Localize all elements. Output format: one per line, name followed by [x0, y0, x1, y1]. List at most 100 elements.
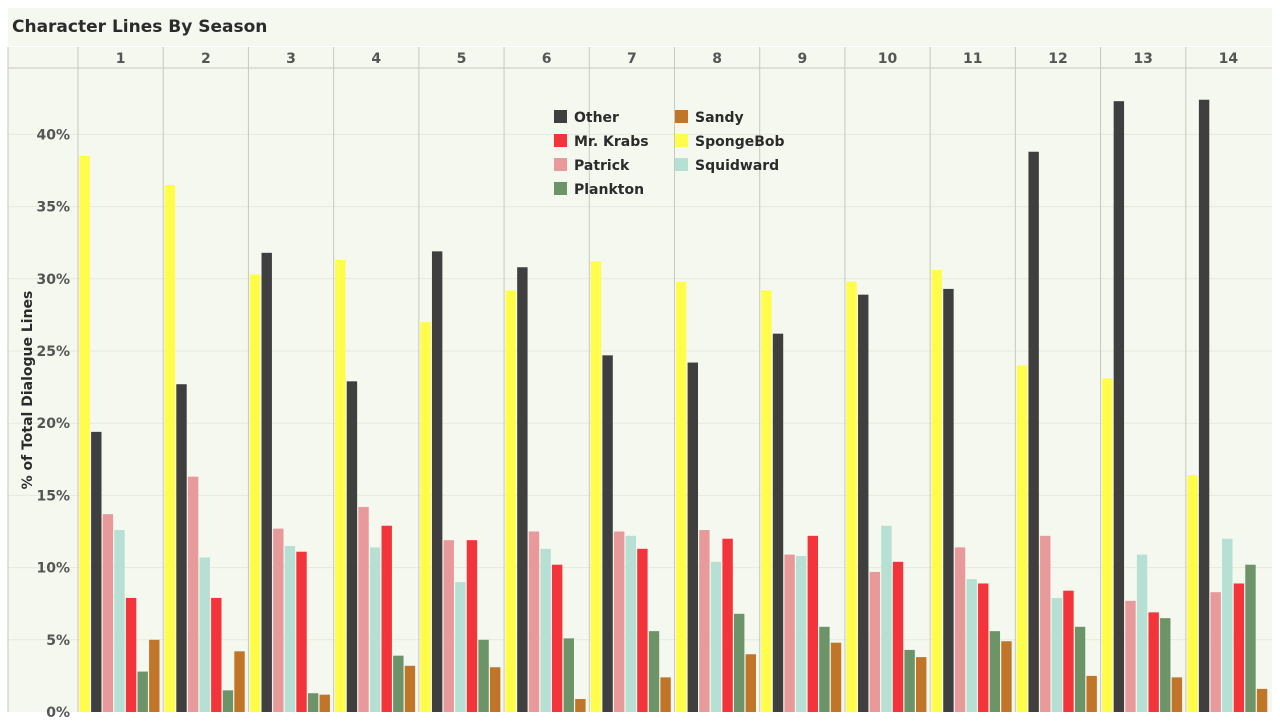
bar-sandy-season-14: [1256, 688, 1268, 712]
bar-sandy-season-11: [1001, 641, 1012, 712]
bar-squidward-season-5: [455, 582, 466, 712]
legend-label-mr-krabs: Mr. Krabs: [574, 134, 649, 150]
y-tick-label: 0%: [46, 705, 70, 720]
bar-sandy-season-13: [1171, 677, 1183, 712]
bar-mr-krabs-season-5: [466, 540, 478, 712]
y-tick-label: 15%: [36, 488, 70, 504]
bar-squidward-season-4: [369, 547, 381, 712]
bar-squidward-season-11: [966, 579, 977, 712]
bar-spongebob-season-9: [761, 290, 772, 712]
bar-other-season-2: [176, 384, 187, 712]
bar-spongebob-season-6: [505, 290, 516, 712]
bar-mr-krabs-season-7: [637, 548, 648, 712]
bar-patrick-season-12: [1040, 535, 1051, 712]
bar-squidward-season-10: [881, 525, 892, 712]
bar-patrick-season-3: [273, 528, 284, 712]
bar-other-season-7: [602, 355, 613, 712]
title-bar: [8, 8, 1272, 46]
bar-plankton-season-3: [307, 693, 319, 712]
bar-plankton-season-6: [563, 638, 574, 712]
bars: [79, 99, 1268, 713]
bar-other-season-9: [772, 333, 784, 712]
bar-squidward-season-6: [540, 548, 551, 712]
legend-swatch-plankton: [554, 182, 567, 195]
bar-spongebob-season-2: [164, 184, 176, 712]
season-label-3: 3: [286, 51, 296, 67]
bar-plankton-season-2: [222, 690, 234, 712]
bar-mr-krabs-season-10: [892, 561, 904, 712]
bar-other-season-3: [261, 252, 272, 712]
season-separators: [7, 47, 1272, 712]
y-tick-label: 5%: [46, 633, 70, 649]
bar-spongebob-season-11: [931, 270, 943, 712]
bar-other-season-1: [91, 431, 102, 712]
bar-mr-krabs-season-2: [211, 597, 222, 712]
bar-mr-krabs-season-1: [125, 597, 137, 712]
bar-plankton-season-4: [393, 655, 404, 712]
legend-swatch-mr-krabs: [554, 134, 567, 147]
bar-patrick-season-4: [358, 506, 369, 712]
bar-patrick-season-13: [1125, 600, 1136, 712]
y-tick-label: 10%: [36, 561, 70, 577]
bar-patrick-season-1: [102, 514, 114, 712]
y-axis-title: % of Total Dialogue Lines: [20, 291, 36, 490]
bar-plankton-season-10: [904, 649, 915, 712]
season-label-6: 6: [542, 51, 552, 67]
bar-squidward-season-2: [199, 557, 210, 712]
bar-patrick-season-10: [869, 571, 881, 712]
bar-patrick-season-14: [1210, 592, 1221, 712]
bar-mr-krabs-season-6: [551, 564, 563, 712]
bar-squidward-season-14: [1222, 538, 1233, 712]
bar-patrick-season-8: [699, 530, 710, 712]
bar-mr-krabs-season-12: [1063, 590, 1074, 712]
bar-other-season-10: [858, 294, 869, 712]
legend: Other Mr. Krabs Patrick Plankton Sandy Sponge…: [554, 110, 785, 198]
chart-title: Character Lines By Season: [12, 17, 267, 37]
season-label-9: 9: [797, 51, 807, 67]
bar-other-season-5: [431, 251, 443, 713]
season-label-1: 1: [116, 51, 126, 67]
bar-mr-krabs-season-9: [807, 535, 819, 712]
season-label-14: 14: [1219, 51, 1239, 67]
bar-squidward-season-8: [710, 561, 722, 712]
bar-plankton-season-14: [1245, 564, 1256, 712]
bar-mr-krabs-season-8: [722, 538, 733, 712]
bar-patrick-season-2: [187, 476, 199, 712]
y-tick-label: 30%: [36, 272, 70, 288]
y-tick-label: 25%: [36, 344, 70, 360]
season-label-2: 2: [201, 51, 211, 67]
season-label-5: 5: [457, 51, 467, 67]
bar-sandy-season-2: [234, 651, 245, 712]
bar-sandy-season-12: [1086, 675, 1097, 712]
bar-squidward-season-9: [796, 556, 807, 712]
bar-plankton-season-11: [989, 631, 1001, 712]
legend-label-spongebob: SpongeBob: [695, 134, 785, 150]
bar-patrick-season-9: [784, 554, 795, 712]
bar-squidward-season-12: [1051, 597, 1063, 712]
bar-patrick-season-11: [954, 547, 966, 712]
legend-swatch-patrick: [554, 158, 567, 171]
bar-sandy-season-4: [404, 665, 416, 712]
season-label-12: 12: [1048, 51, 1067, 67]
bar-other-season-6: [517, 267, 528, 712]
bar-sandy-season-5: [489, 667, 501, 712]
bar-sandy-season-7: [660, 677, 671, 712]
legend-label-sandy: Sandy: [695, 110, 744, 126]
bar-mr-krabs-season-13: [1148, 612, 1159, 712]
season-label-4: 4: [371, 51, 381, 67]
legend-label-patrick: Patrick: [574, 158, 630, 174]
bar-other-season-12: [1028, 151, 1039, 713]
bar-spongebob-season-10: [846, 281, 857, 712]
bar-patrick-season-6: [528, 531, 540, 712]
bar-patrick-season-7: [613, 531, 625, 712]
bar-sandy-season-8: [745, 654, 756, 712]
bar-plankton-season-7: [648, 631, 660, 712]
season-label-7: 7: [627, 51, 637, 67]
season-label-10: 10: [878, 51, 898, 67]
season-header-band: [8, 47, 1272, 68]
bar-spongebob-season-3: [249, 274, 261, 712]
bar-sandy-season-9: [830, 642, 842, 712]
bar-plankton-season-13: [1160, 618, 1171, 712]
bar-mr-krabs-season-11: [978, 583, 989, 712]
